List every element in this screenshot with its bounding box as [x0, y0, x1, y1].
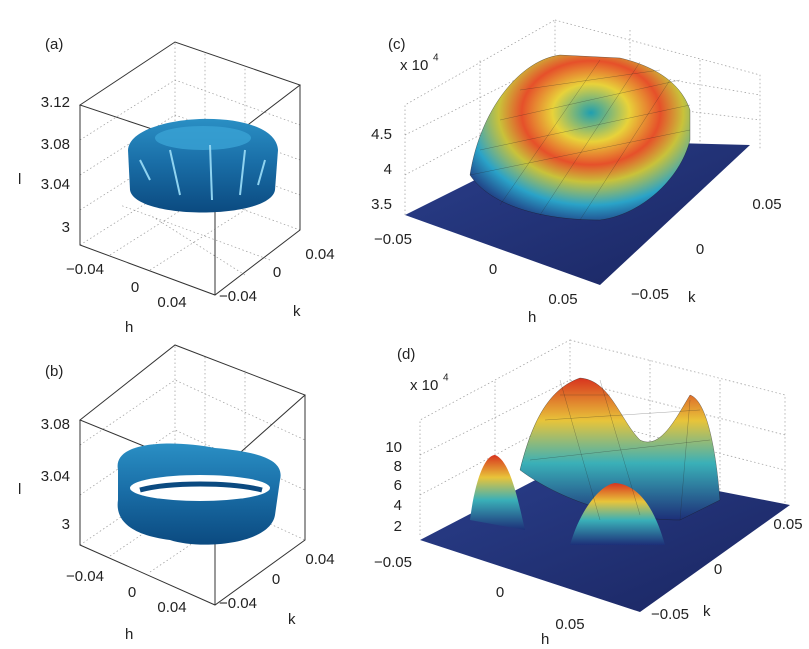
z-tick: 3 [62, 219, 70, 236]
panel-label: (a) [45, 36, 63, 53]
k-tick: −0.04 [219, 595, 257, 612]
highlight [139, 144, 266, 201]
torus-hole [130, 475, 270, 501]
h-tick: 0.04 [157, 599, 186, 616]
z-tick: 3.04 [41, 176, 70, 193]
z-tick: 3 [62, 516, 70, 533]
scale-exponent: 4 [443, 373, 449, 384]
mesh [529, 379, 711, 521]
panel-d: (d) x 10 4 10 8 6 4 2 −0.05 0 0.05 h 0.0… [374, 339, 803, 648]
h-tick: 0 [128, 584, 136, 601]
scale: x 10 [410, 377, 438, 394]
h-label: h [125, 319, 133, 336]
k-label: k [703, 603, 711, 620]
panel-a: (a) l 3.12 3.08 3.04 3 −0.04 0 0.04 h 0.… [18, 36, 335, 336]
k-tick: 0 [272, 571, 280, 588]
z-tick: 2 [394, 518, 402, 535]
z-tick: 3.12 [41, 94, 70, 111]
z-tick: 8 [394, 458, 402, 475]
k-tick: 0.04 [305, 246, 334, 263]
h-tick: 0 [496, 584, 504, 601]
z-tick: 4.5 [371, 126, 392, 143]
torus-inner [139, 481, 263, 493]
h-label: h [125, 626, 133, 643]
panel-label: (b) [45, 363, 63, 380]
h-tick: −0.05 [374, 554, 412, 571]
k-tick: 0 [696, 241, 704, 258]
h-tick: 0.05 [548, 291, 577, 308]
k-tick: 0.05 [773, 516, 802, 533]
h-tick: −0.04 [66, 261, 104, 278]
k-label: k [293, 303, 301, 320]
k-tick: 0.04 [305, 551, 334, 568]
z-tick: 4 [394, 497, 402, 514]
z-label: l [18, 171, 21, 188]
h-tick: 0 [489, 261, 497, 278]
h-label: h [541, 631, 549, 648]
scale-exponent: 4 [433, 53, 439, 64]
k-label: k [288, 611, 296, 628]
surface-peak [470, 455, 525, 530]
surface-ring [469, 54, 691, 221]
k-tick: 0 [714, 561, 722, 578]
z-tick: 3.5 [371, 196, 392, 213]
h-tick: −0.04 [66, 568, 104, 585]
mesh [469, 59, 691, 221]
h-tick: −0.05 [374, 231, 412, 248]
k-label: k [688, 289, 696, 306]
z-tick: 6 [394, 477, 402, 494]
scale: x 10 [400, 57, 428, 74]
h-tick: 0.05 [555, 616, 584, 633]
torus-hole [155, 126, 251, 150]
h-tick: 0 [131, 279, 139, 296]
k-tick: −0.05 [651, 606, 689, 623]
h-label: h [528, 309, 536, 326]
panel-label: (d) [397, 346, 415, 363]
z-label: l [18, 481, 21, 498]
z-tick: 3.08 [41, 136, 70, 153]
panel-c: (c) x 10 4 4.5 4 3.5 −0.05 0 0.05 h 0.05… [371, 19, 782, 326]
panel-b: (b) l 3.08 3.04 3 −0.04 0 0.04 h 0.04 0 … [18, 344, 335, 643]
z-tick: 10 [385, 439, 402, 456]
panel-label: (c) [388, 36, 406, 53]
z-tick: 4 [384, 161, 392, 178]
k-tick: 0.05 [752, 196, 781, 213]
k-tick: −0.04 [219, 288, 257, 305]
k-tick: 0 [273, 264, 281, 281]
h-tick: 0.04 [157, 294, 186, 311]
z-tick: 3.08 [41, 416, 70, 433]
z-tick: 3.04 [41, 468, 70, 485]
k-tick: −0.05 [631, 286, 669, 303]
